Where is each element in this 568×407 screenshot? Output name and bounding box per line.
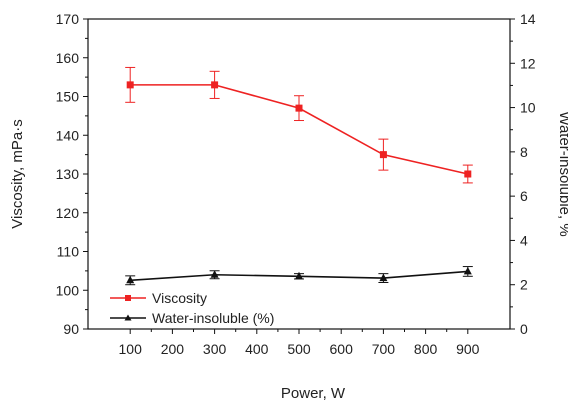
x-axis-title: Power, W <box>281 385 346 402</box>
y-right-tick-label: 0 <box>520 321 528 337</box>
data-point <box>126 275 135 284</box>
x-tick-label: 400 <box>245 341 269 357</box>
x-tick-label: 500 <box>287 341 311 357</box>
data-point <box>126 81 134 89</box>
y-left-tick-label: 170 <box>56 11 80 27</box>
y-right-tick-label: 8 <box>520 144 528 160</box>
data-point <box>295 104 303 112</box>
legend: Viscosity Water-insoluble (%) <box>110 290 274 326</box>
legend-label-viscosity: Viscosity <box>152 290 207 306</box>
legend-label-water-insoluble: Water-insoluble (%) <box>152 310 274 326</box>
data-point <box>295 271 303 280</box>
y-left-tick-label: 140 <box>56 127 80 143</box>
y-left-tick-label: 110 <box>57 244 80 260</box>
axis-ticks: 100 200 300 400 500 600 700 800 9009010011012013… <box>56 11 536 357</box>
y-left-tick-label: 120 <box>56 205 80 221</box>
x-tick-label: 700 <box>372 341 396 357</box>
legend-marker-viscosity <box>125 295 131 301</box>
x-tick-label: 600 <box>330 341 354 357</box>
data-point <box>211 81 219 89</box>
y-right-tick-label: 12 <box>520 55 536 71</box>
y-axis-left-title: Viscosity, mPa·s <box>9 119 26 228</box>
series-water-insoluble <box>125 266 473 286</box>
plot-frame <box>87 18 511 330</box>
data-point <box>463 266 472 275</box>
x-tick-label: 300 <box>203 341 227 357</box>
data-point <box>379 151 387 159</box>
y-left-tick-label: 90 <box>63 321 79 337</box>
y-right-tick-label: 10 <box>520 100 536 116</box>
axes <box>87 18 511 330</box>
x-tick-label: 100 <box>119 341 143 357</box>
y-axis-right-title: Water-insoluble, % <box>556 111 568 236</box>
x-tick-label: 200 <box>161 341 185 357</box>
y-left-tick-label: 130 <box>56 166 80 182</box>
y-right-tick-label: 2 <box>520 277 528 293</box>
y-right-tick-label: 4 <box>520 232 528 248</box>
y-left-tick-label: 100 <box>56 282 80 298</box>
y-left-tick-label: 160 <box>56 50 80 66</box>
series-viscosity <box>125 66 473 184</box>
y-right-tick-label: 14 <box>520 11 536 27</box>
series-layer <box>125 66 473 286</box>
data-point <box>210 270 219 278</box>
legend-marker-water-insoluble <box>124 314 132 321</box>
data-point <box>464 170 472 178</box>
x-tick-label: 900 <box>456 341 480 357</box>
y-right-tick-label: 6 <box>520 188 528 204</box>
data-point <box>379 273 388 282</box>
y-left-tick-label: 150 <box>56 89 80 105</box>
x-tick-label: 800 <box>414 341 438 357</box>
